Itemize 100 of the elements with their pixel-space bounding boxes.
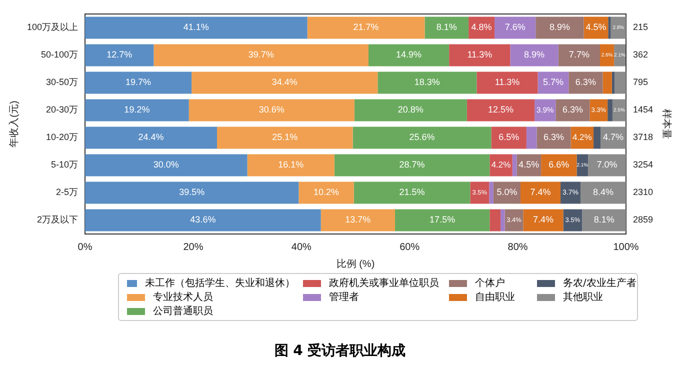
bar xyxy=(612,72,615,94)
data-label: 18.3% xyxy=(414,77,440,88)
data-label: 28.7% xyxy=(399,160,425,170)
bar xyxy=(536,16,584,39)
bar xyxy=(612,99,626,122)
bar xyxy=(523,209,564,232)
data-label: 14.9% xyxy=(396,50,422,60)
data-label: 4.2% xyxy=(572,132,592,142)
data-label: 21.5% xyxy=(399,187,425,198)
data-label: 7.0% xyxy=(596,160,618,170)
bar xyxy=(85,126,218,149)
y2-axis-title: 样本量 xyxy=(660,109,672,139)
data-label: 12.5% xyxy=(488,104,514,115)
bar xyxy=(556,99,590,122)
bar xyxy=(560,182,581,204)
legend-label: 个体户 xyxy=(474,276,506,290)
data-label: 19.2% xyxy=(124,104,150,115)
bar xyxy=(520,182,561,204)
data-label: 20.8% xyxy=(398,104,424,115)
data-label: 16.1% xyxy=(278,160,304,170)
legend-label: 政府机关或事业单位职员 xyxy=(328,276,440,290)
legend-label: 务农/农业生产者 xyxy=(562,276,637,290)
bar xyxy=(541,154,577,176)
data-label: 12.7% xyxy=(106,50,132,60)
data-label: 11.3% xyxy=(467,50,492,60)
data-label: 30.6% xyxy=(258,104,284,115)
data-label: 39.5% xyxy=(179,187,205,198)
bar xyxy=(614,72,626,94)
bar xyxy=(476,72,538,94)
legend-label: 自由职业 xyxy=(474,290,516,304)
data-label: 13.7% xyxy=(345,214,371,225)
data-label: 4.7% xyxy=(603,132,624,142)
x-tick-label: 0% xyxy=(78,242,92,253)
bar xyxy=(512,154,517,176)
bar xyxy=(563,209,582,232)
bar xyxy=(470,182,490,204)
bar xyxy=(526,126,537,149)
bar xyxy=(608,16,611,39)
bar xyxy=(217,126,353,149)
data-label: 8.1% xyxy=(594,214,614,225)
y2-tick-label: 3254 xyxy=(632,160,654,170)
bar xyxy=(590,99,608,122)
data-label: 8.9% xyxy=(524,50,545,60)
bar xyxy=(85,99,189,122)
y2-tick-label: 3718 xyxy=(632,132,654,142)
bar xyxy=(490,209,500,232)
y-tick-label: 20-30万 xyxy=(46,104,78,115)
bar xyxy=(494,16,536,39)
bar xyxy=(307,16,425,39)
data-label: 8.4% xyxy=(593,187,614,198)
bar xyxy=(320,209,395,232)
bar xyxy=(608,99,612,122)
bar xyxy=(85,154,248,176)
data-label: 7.4% xyxy=(532,214,554,225)
y2-tick-label: 1454 xyxy=(632,104,654,115)
x-tick-label: 100% xyxy=(613,242,639,253)
x-tick-label: 60% xyxy=(400,242,420,253)
x-tick-label: 80% xyxy=(508,242,528,253)
data-label: 6.3% xyxy=(544,132,564,142)
y2-tick-label: 795 xyxy=(632,77,648,88)
bar xyxy=(582,209,626,232)
bar xyxy=(354,182,470,204)
y-tick-label: 5-10万 xyxy=(51,160,78,170)
data-label: 5.7% xyxy=(542,77,564,88)
data-label: 4.2% xyxy=(491,160,512,170)
bar xyxy=(334,154,490,176)
bar xyxy=(378,72,477,94)
data-label: 19.7% xyxy=(126,77,152,88)
data-label: 39.7% xyxy=(248,50,274,60)
bar xyxy=(594,126,601,149)
data-label: 6.3% xyxy=(562,104,583,115)
legend-label: 公司普通职员 xyxy=(152,304,214,318)
bar xyxy=(466,99,535,122)
data-label: 4.5% xyxy=(586,22,606,32)
data-label: 6.6% xyxy=(548,160,570,170)
y2-tick-label: 215 xyxy=(632,22,648,32)
bar xyxy=(424,16,469,39)
y-tick-label: 50-100万 xyxy=(40,50,78,60)
bar xyxy=(449,44,510,66)
x-tick-label: 20% xyxy=(183,242,204,253)
bar xyxy=(580,182,626,204)
bar xyxy=(558,44,600,66)
data-label: 10.2% xyxy=(314,187,340,198)
legend-label: 专业技术人员 xyxy=(152,290,214,304)
data-label: 7.4% xyxy=(530,187,551,198)
bar xyxy=(85,209,321,232)
bar xyxy=(602,72,612,94)
legend-label: 其他职业 xyxy=(562,290,604,304)
y-axis-title: 年收入(元) xyxy=(8,100,20,148)
y-tick-label: 30-50万 xyxy=(46,77,78,88)
y2-tick-label: 362 xyxy=(632,50,648,60)
bar xyxy=(154,44,368,66)
bar xyxy=(192,72,378,94)
data-label: 30.0% xyxy=(153,160,179,170)
data-label: 8.1% xyxy=(436,22,457,32)
bar xyxy=(536,126,571,149)
legend-label: 管理者 xyxy=(328,290,360,304)
data-label: 4.5% xyxy=(518,160,540,170)
y-tick-label: 10-20万 xyxy=(46,132,78,142)
data-label: 41.1% xyxy=(183,22,209,32)
